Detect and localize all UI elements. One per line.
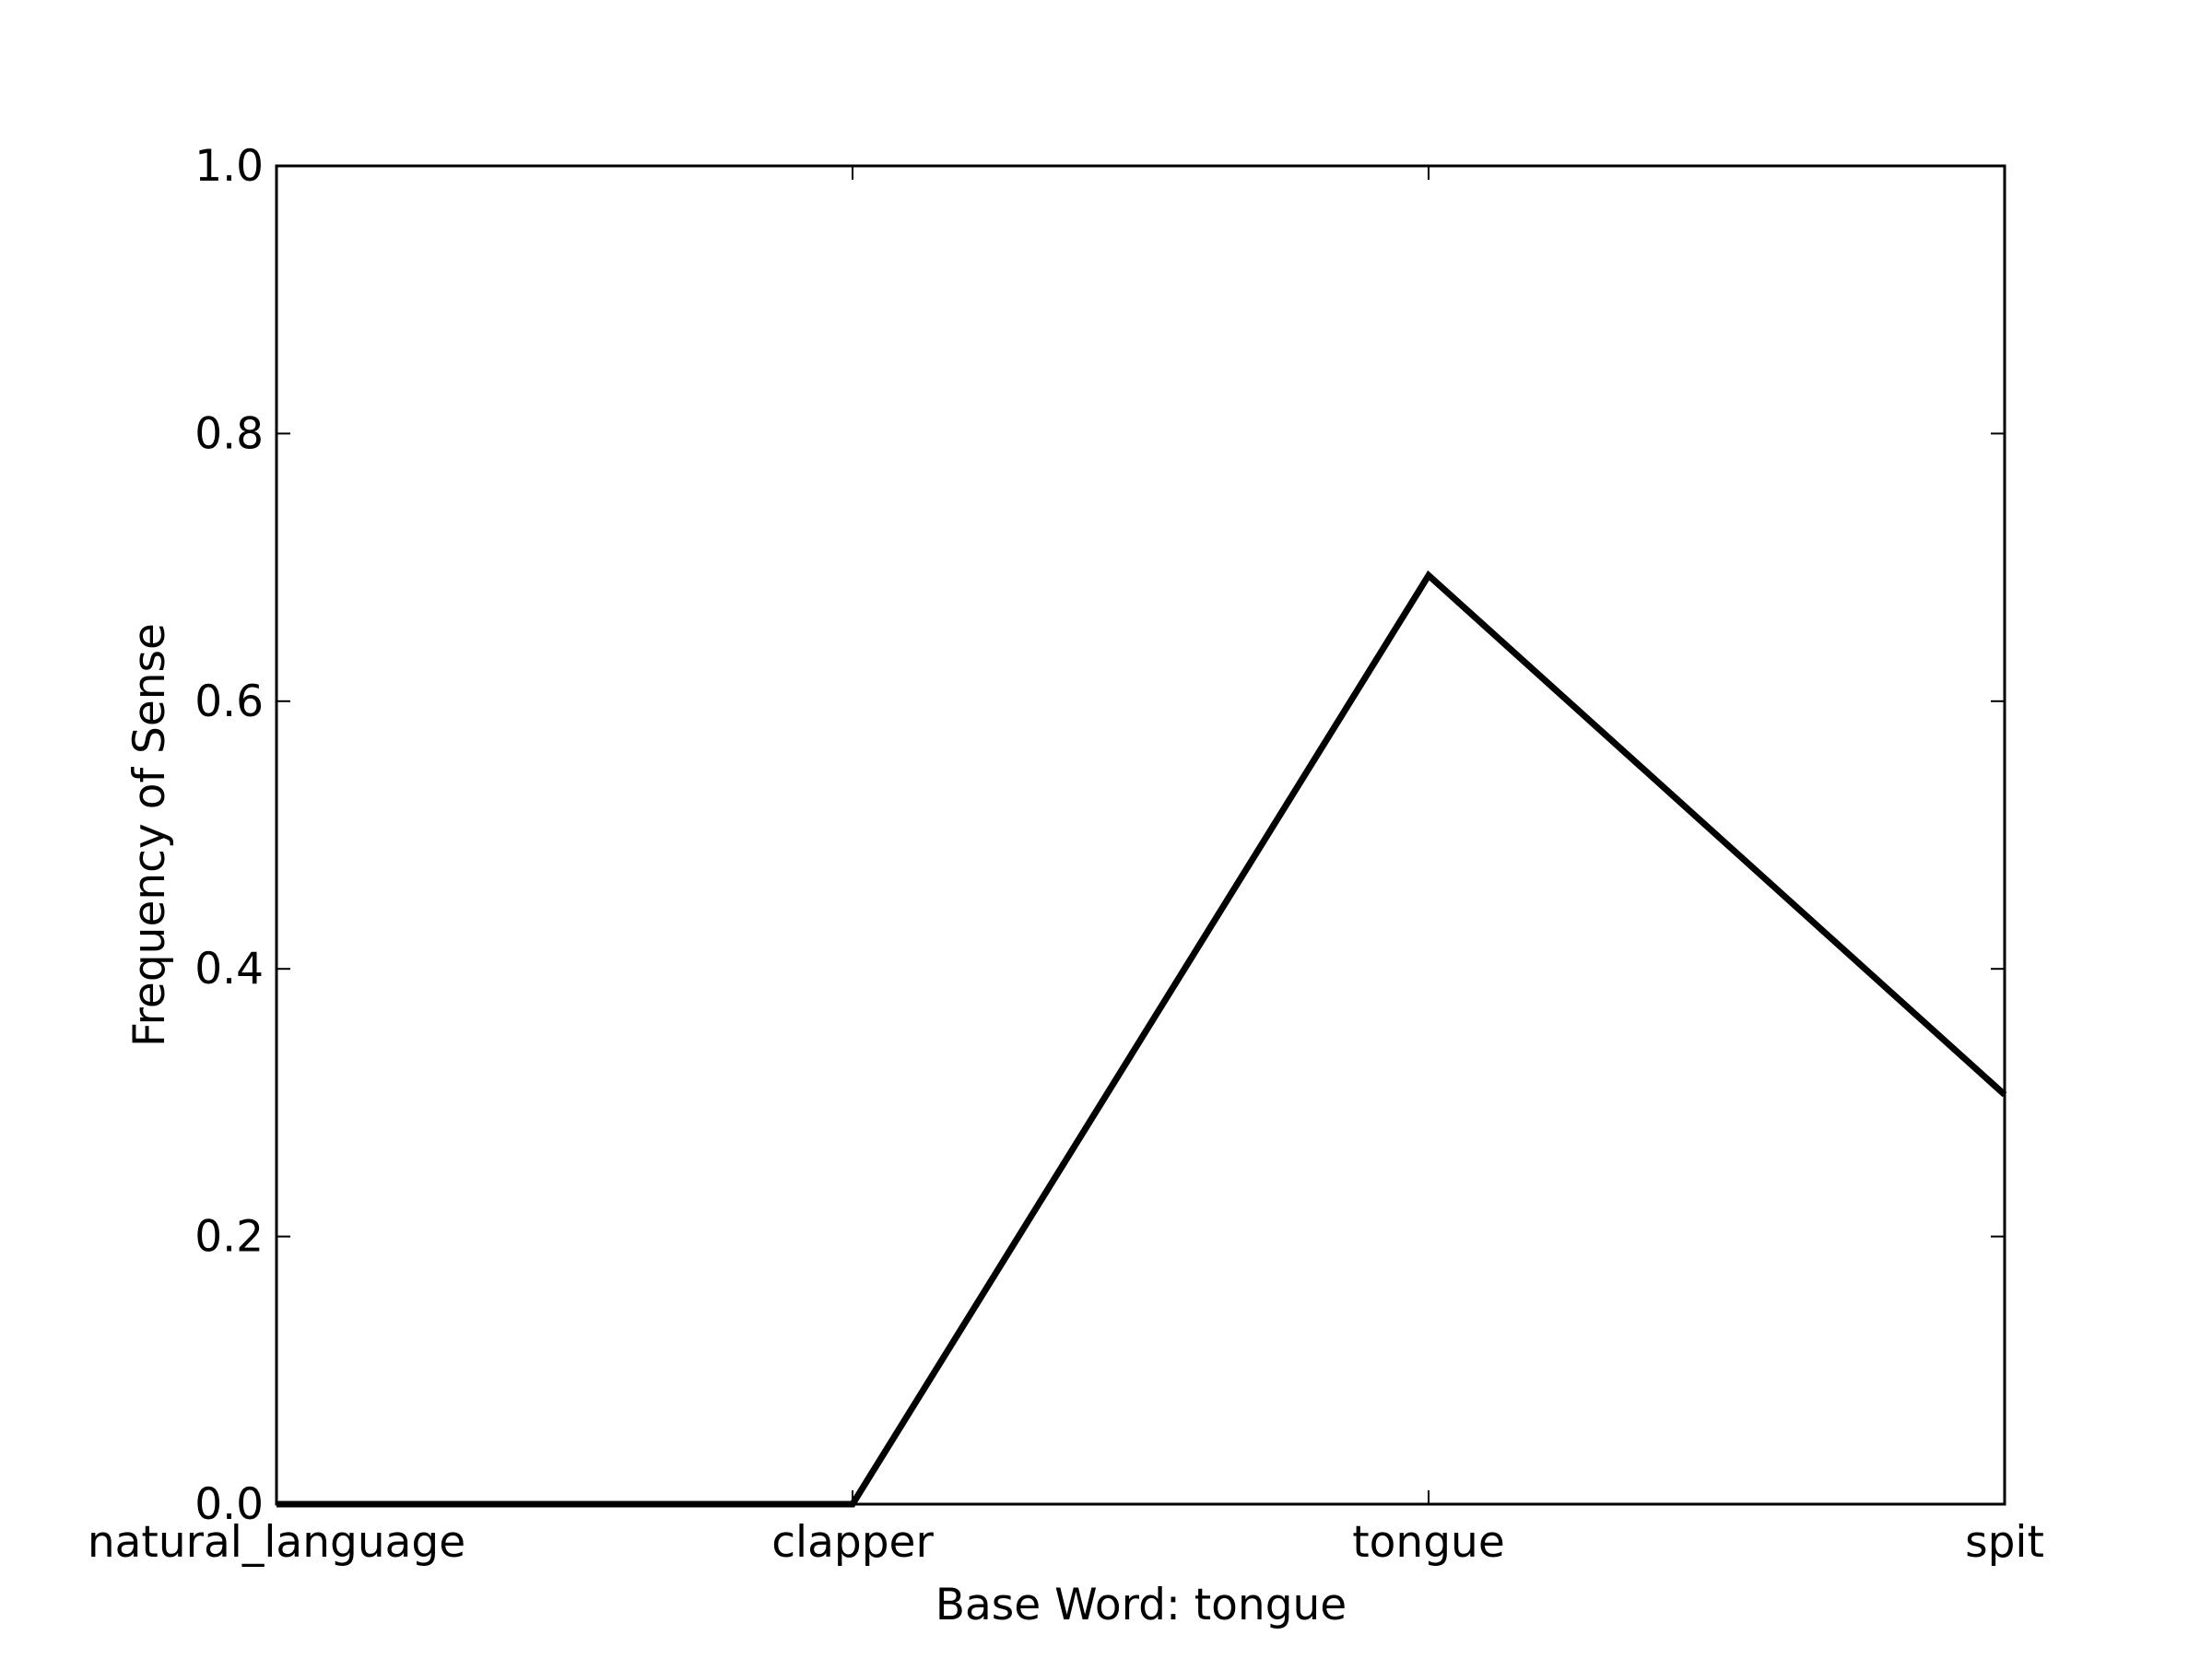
- x-axis-title: Base Word: tongue: [935, 1580, 1347, 1630]
- x-tick-label-tongue: tongue: [1352, 1517, 1505, 1568]
- y-axis-title: Frequency of Sense: [124, 623, 175, 1047]
- y-tick-label: 0.8: [194, 408, 264, 459]
- plot-frame: [275, 164, 2006, 1506]
- x-tick-label-natural-language: natural_language: [88, 1517, 465, 1568]
- y-tick-label: 0.0: [194, 1479, 264, 1530]
- y-tick-label: 0.2: [194, 1212, 264, 1263]
- x-tick-label-spit: spit: [1965, 1517, 2044, 1568]
- x-tick-label-clapper: clapper: [771, 1517, 934, 1568]
- y-tick-label: 0.4: [194, 944, 264, 994]
- y-tick-label: 1.0: [194, 141, 264, 192]
- y-tick-label: 0.6: [194, 677, 264, 727]
